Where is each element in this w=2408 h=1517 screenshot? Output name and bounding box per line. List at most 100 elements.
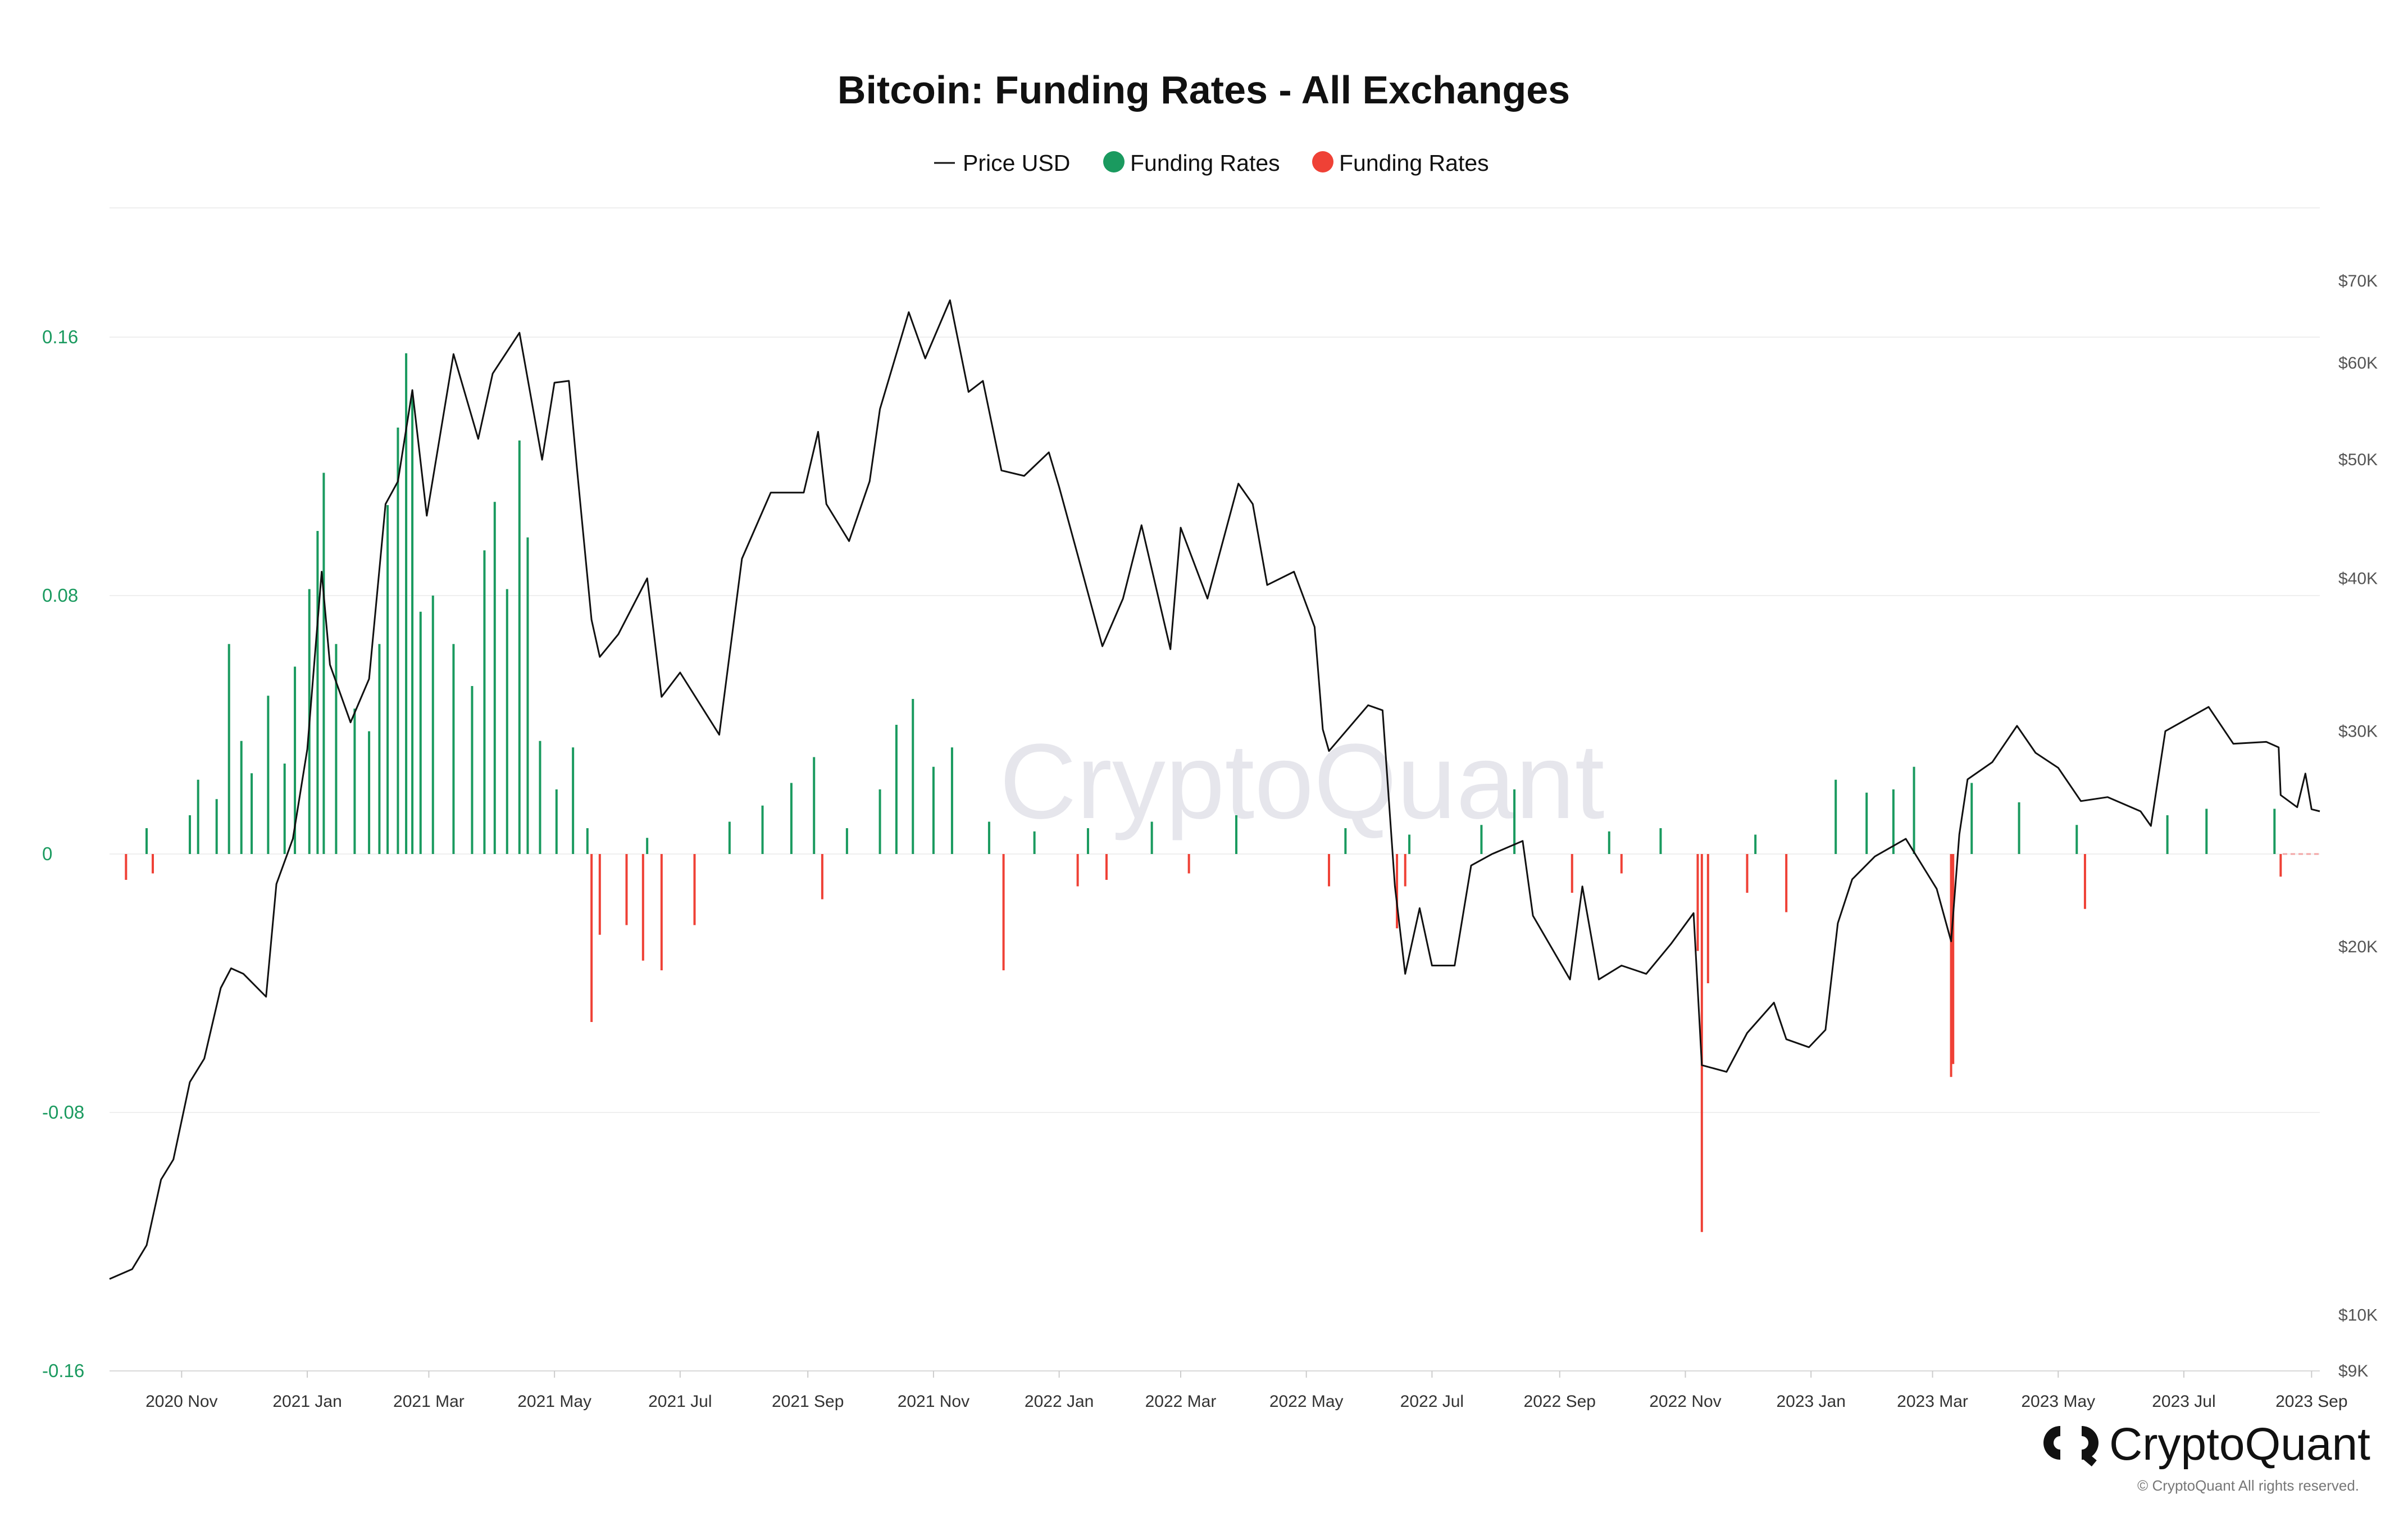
negative-funding-bar <box>1696 854 1699 951</box>
positive-funding-bar <box>1970 783 1973 854</box>
positive-funding-bar <box>761 805 764 854</box>
positive-funding-bar <box>197 779 199 854</box>
positive-funding-bar <box>215 799 218 854</box>
positive-funding-bar <box>950 747 953 854</box>
positive-funding-bar <box>1033 831 1036 854</box>
positive-funding-bar <box>405 353 408 854</box>
positive-funding-bar <box>1835 779 1837 854</box>
negative-funding-bar <box>1187 854 1190 874</box>
negative-funding-bar <box>590 854 593 1022</box>
right-tick-label: $30K <box>2338 722 2378 741</box>
right-tick-label: $20K <box>2338 938 2378 956</box>
copyright-text: © CryptoQuant All rights reserved. <box>2137 1477 2359 1494</box>
positive-funding-bar <box>483 550 486 854</box>
watermark: CryptoQuant <box>999 722 1604 841</box>
positive-funding-bar <box>240 741 243 854</box>
negative-funding-bar <box>1105 854 1108 880</box>
positive-funding-bar <box>335 644 338 854</box>
x-tick-label: 2021 Nov <box>898 1392 969 1411</box>
positive-funding-bar <box>294 666 297 854</box>
negative-funding-bar <box>1571 854 1573 893</box>
positive-funding-bar <box>728 821 731 854</box>
positive-funding-bar <box>646 838 649 854</box>
x-axis: 2020 Nov 2021 Jan 2021 Mar 2021 May 2021 Jul… <box>145 1371 2348 1411</box>
positive-funding-bar <box>397 428 399 854</box>
legend-price-label[interactable]: Price USD <box>963 150 1070 176</box>
positive-funding-bar <box>1408 834 1411 854</box>
positive-funding-bar <box>586 828 589 854</box>
negative-funding-bar <box>821 854 823 900</box>
x-tick-label: 2022 Jul <box>1400 1392 1464 1411</box>
x-tick-label: 2021 Mar <box>393 1392 465 1411</box>
positive-funding-bar <box>813 757 816 854</box>
positive-funding-bar <box>526 537 529 854</box>
positive-funding-bar <box>251 773 253 854</box>
legend-positive-label[interactable]: Funding Rates <box>1130 150 1280 176</box>
positive-funding-bar <box>283 764 286 854</box>
positive-funding-bar <box>845 828 848 854</box>
left-axis: 0.16 0.08 0 -0.08 -0.16 <box>42 326 84 1381</box>
negative-funding-bar <box>2279 854 2282 877</box>
negative-funding-bar <box>1620 854 1623 874</box>
positive-funding-bar <box>987 821 990 854</box>
positive-funding-bar <box>895 725 898 854</box>
positive-funding-bar <box>539 741 541 854</box>
left-tick-label: 0 <box>42 843 52 864</box>
positive-funding-bar <box>572 747 575 854</box>
negative-funding-bar <box>2083 854 2086 909</box>
left-tick-label: 0.16 <box>42 326 78 347</box>
negative-funding-bar <box>1706 854 1709 983</box>
brand-logo: CryptoQuant <box>2043 1419 2370 1470</box>
negative-funding-bar <box>1700 854 1703 1232</box>
x-tick-label: 2023 Jan <box>1776 1392 1845 1411</box>
x-tick-label: 2022 Sep <box>1524 1392 1596 1411</box>
positive-funding-bar <box>411 392 414 854</box>
x-tick-label: 2023 May <box>2021 1392 2095 1411</box>
negative-funding-bar <box>1785 854 1788 912</box>
negative-funding-bar <box>152 854 154 874</box>
price-usd-line <box>109 299 2320 1280</box>
positive-funding-bar <box>790 783 793 854</box>
x-tick-label: 2021 Jan <box>272 1392 342 1411</box>
negative-funding-bar <box>1076 854 1079 887</box>
x-tick-label: 2021 Sep <box>772 1392 844 1411</box>
x-tick-label: 2022 Jan <box>1025 1392 1094 1411</box>
positive-funding-bar <box>1754 834 1757 854</box>
positive-funding-bar <box>1235 815 1238 854</box>
x-tick-label: 2021 May <box>517 1392 591 1411</box>
positive-funding-bar <box>2018 802 2020 854</box>
positive-funding-bar <box>1513 789 1516 854</box>
negative-funding-bar <box>1952 854 1955 1064</box>
positive-funding-bar <box>2166 815 2169 854</box>
left-tick-label: -0.16 <box>42 1360 84 1381</box>
positive-funding-bar <box>378 644 381 854</box>
negative-funding-bar <box>1002 854 1005 970</box>
positive-funding-bar <box>227 644 230 854</box>
negative-legend-dot-icon <box>1312 151 1333 172</box>
legend[interactable]: Price USD Funding Rates Funding Rates <box>934 150 1489 176</box>
left-tick-label: -0.08 <box>42 1102 84 1123</box>
negative-funding-bar <box>625 854 628 925</box>
chart-title: Bitcoin: Funding Rates - All Exchanges <box>837 68 1570 112</box>
right-tick-label: $60K <box>2338 354 2378 373</box>
legend-negative-label[interactable]: Funding Rates <box>1339 150 1489 176</box>
negative-funding-bar <box>598 854 601 935</box>
positive-funding-bar <box>353 708 356 854</box>
positive-funding-bar <box>267 696 270 854</box>
positive-funding-bar <box>386 505 389 854</box>
x-tick-label: 2022 Mar <box>1145 1392 1217 1411</box>
right-tick-label: $40K <box>2338 569 2378 588</box>
positive-funding-bar <box>1086 828 1089 854</box>
positive-funding-bar <box>368 731 371 854</box>
positive-funding-bar <box>932 766 935 854</box>
positive-funding-bar <box>431 596 434 854</box>
positive-funding-bar <box>145 828 148 854</box>
positive-funding-bar <box>419 611 422 854</box>
x-tick-label: 2023 Jul <box>2152 1392 2215 1411</box>
negative-funding-bar <box>693 854 696 925</box>
brand-name: CryptoQuant <box>2109 1419 2370 1470</box>
positive-funding-bar <box>1892 789 1895 854</box>
right-tick-label: $70K <box>2338 272 2378 290</box>
positive-funding-bar <box>322 473 325 854</box>
